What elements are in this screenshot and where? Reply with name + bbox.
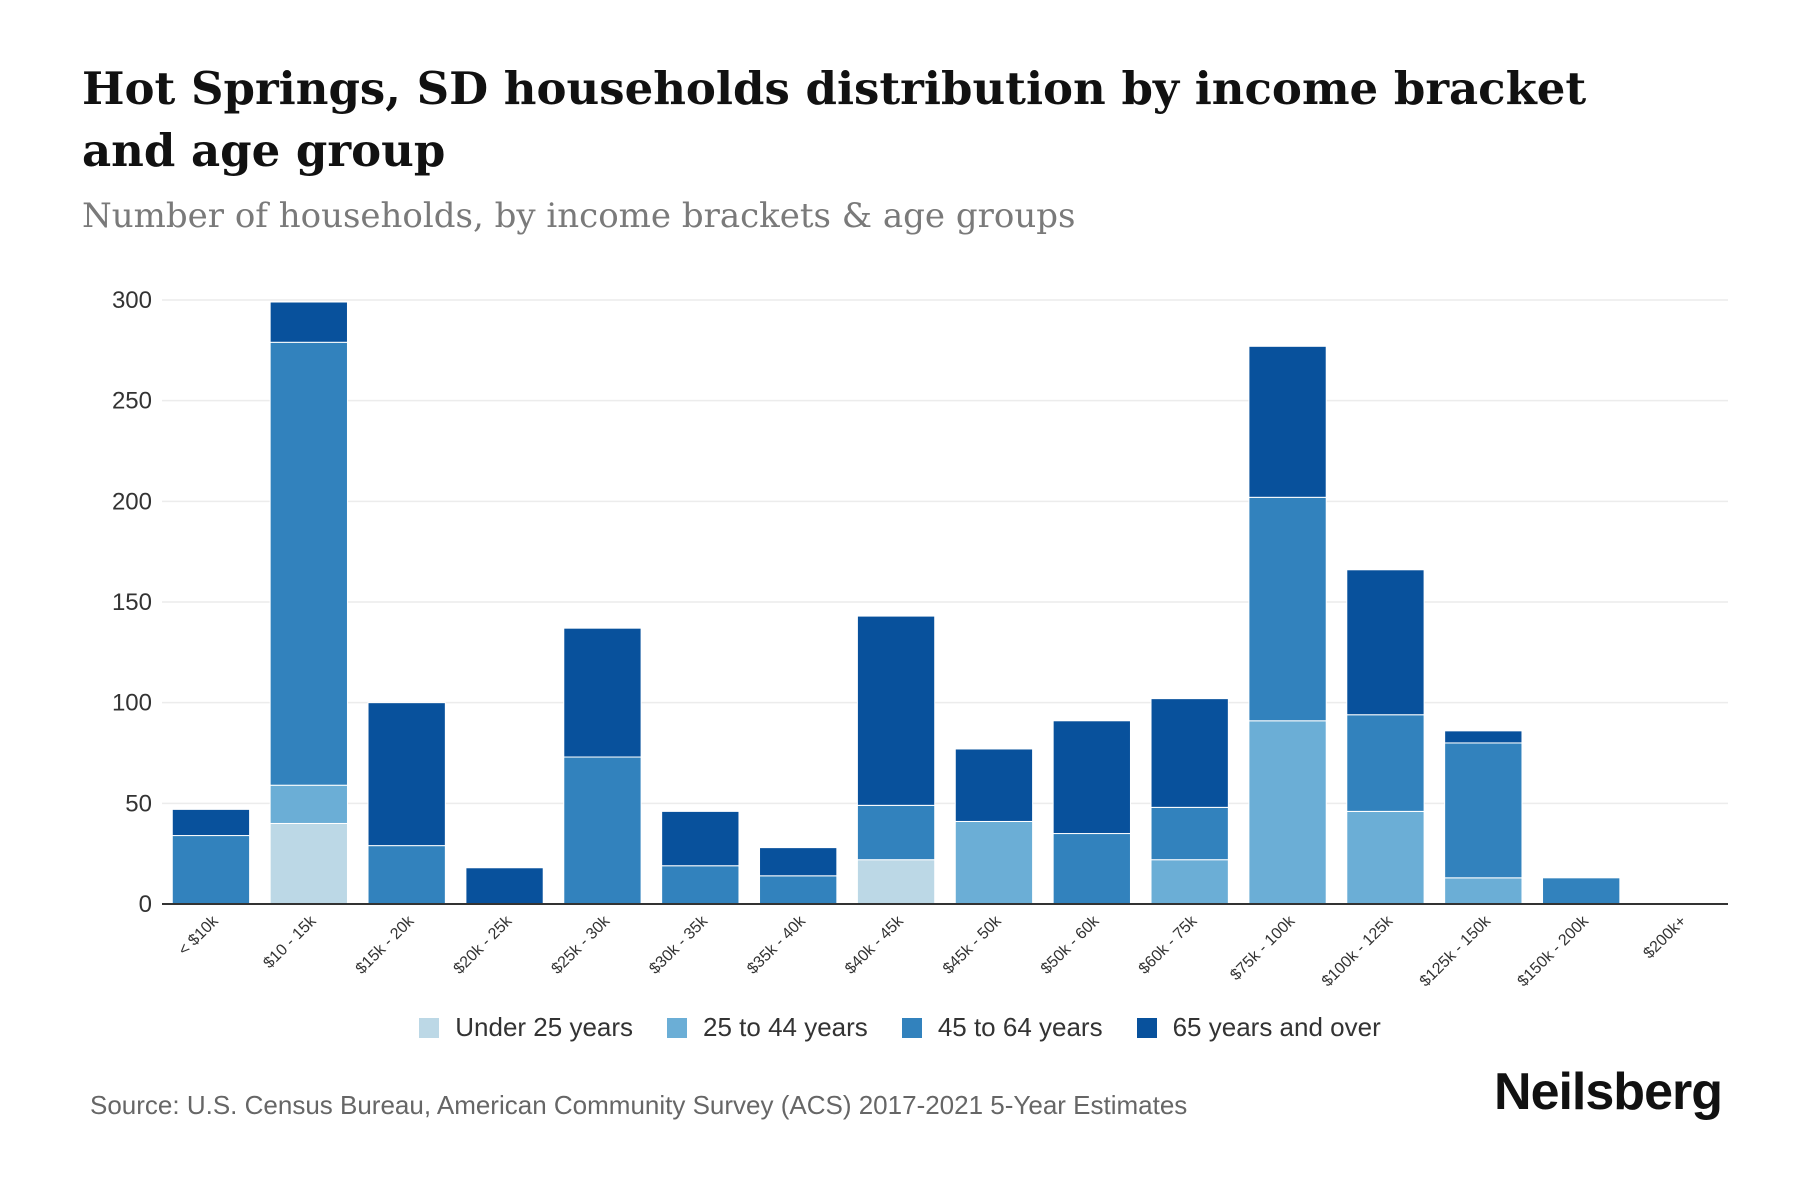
legend-swatch [901, 1017, 922, 1038]
x-tick-label: $50k - 60k [1038, 912, 1104, 978]
legend-swatch [667, 1017, 688, 1038]
bar-segment [269, 822, 348, 905]
bar-segment [856, 615, 936, 806]
bar-segment [171, 835, 251, 905]
x-tick-label: < $10k [175, 912, 222, 959]
bar-segment [563, 627, 642, 758]
legend-item: 25 to 44 years [667, 1012, 868, 1043]
x-tick-label: $125k - 150k [1417, 912, 1495, 990]
legend-swatch [419, 1017, 440, 1038]
legend-label: Under 25 years [455, 1012, 634, 1042]
y-tick-label: 200 [112, 488, 152, 515]
bar-segment [1052, 833, 1131, 905]
legend-label: 65 years and over [1172, 1012, 1381, 1042]
bar-segment [171, 808, 251, 837]
bar-segment [856, 859, 936, 905]
legend-swatch [1136, 1017, 1157, 1038]
bar-segment [269, 341, 348, 786]
x-tick-label: $35k - 40k [744, 912, 810, 978]
legend-item: Under 25 years [419, 1012, 633, 1043]
y-tick-label: 50 [125, 790, 152, 817]
source-note: Source: U.S. Census Bureau, American Com… [90, 1090, 1188, 1120]
bar-segment [954, 748, 1034, 822]
bar-segment [1542, 877, 1621, 905]
bar-segment [563, 756, 642, 905]
x-tick-label: $100k - 125k [1319, 912, 1397, 990]
chart-title: Hot Springs, SD households distribution … [82, 62, 1587, 177]
x-tick-label: $150k - 200k [1515, 912, 1593, 990]
legend-item: 65 years and over [1136, 1012, 1381, 1043]
bar-segment [661, 810, 740, 867]
y-tick-label: 100 [112, 690, 152, 717]
bar-segment [1346, 810, 1425, 905]
bar-segment [954, 820, 1034, 905]
bar-segment [759, 847, 838, 877]
legend-item: 45 to 64 years [901, 1012, 1103, 1043]
x-tick-label: $45k - 50k [940, 912, 1006, 978]
x-tick-label: $15k - 20k [353, 912, 419, 978]
x-tick-label: $40k - 45k [842, 912, 908, 978]
bar-segment [269, 301, 348, 343]
bar-segment [759, 875, 838, 905]
x-tick-label: $30k - 35k [646, 912, 712, 978]
x-tick-label: $200k+ [1640, 913, 1689, 962]
legend-label: 45 to 64 years [937, 1012, 1103, 1042]
bar-segment [269, 784, 348, 824]
chart-legend: Under 25 years 25 to 44 years 45 to 64 yea… [0, 1012, 1800, 1043]
x-tick-label: $25k - 30k [548, 912, 614, 978]
bar-segment [1248, 345, 1327, 498]
bar-segment [661, 865, 740, 905]
x-tick-label: $75k - 100k [1227, 912, 1299, 984]
bar-segment [1444, 730, 1523, 744]
y-tick-label: 150 [112, 589, 152, 616]
bar-segment [1346, 714, 1425, 812]
x-tick-label: $10 - 15k [260, 912, 320, 972]
y-tick-label: 250 [112, 388, 152, 415]
y-tick-label: 300 [112, 287, 152, 314]
bar-segment [1248, 496, 1327, 722]
bar-segment [1052, 720, 1131, 835]
y-tick-label: 0 [139, 891, 152, 918]
bar-segment [856, 804, 936, 861]
x-tick-label: $60k - 75k [1136, 912, 1202, 978]
chart-subtitle: Number of households, by income brackets… [82, 196, 1076, 236]
bar-segment [1444, 742, 1523, 879]
bar-segment [367, 845, 446, 905]
stacked-bar-chart: 0 50 100 150 200 250 300 < $10k $10 - 15k $15k - … [112, 287, 1728, 990]
bar-segment [1150, 698, 1229, 808]
bar-segment [367, 702, 446, 847]
bar-segment [1444, 877, 1523, 905]
brand-logo: Neilsberg [1494, 1063, 1723, 1121]
bar-segment [1150, 859, 1229, 905]
bar-segment [1346, 569, 1425, 716]
bar-segment [1248, 720, 1327, 905]
bar-segment [465, 867, 544, 905]
legend-label: 25 to 44 years [703, 1012, 868, 1042]
x-tick-label: $20k - 25k [451, 912, 517, 978]
bar-segment [1150, 806, 1229, 861]
